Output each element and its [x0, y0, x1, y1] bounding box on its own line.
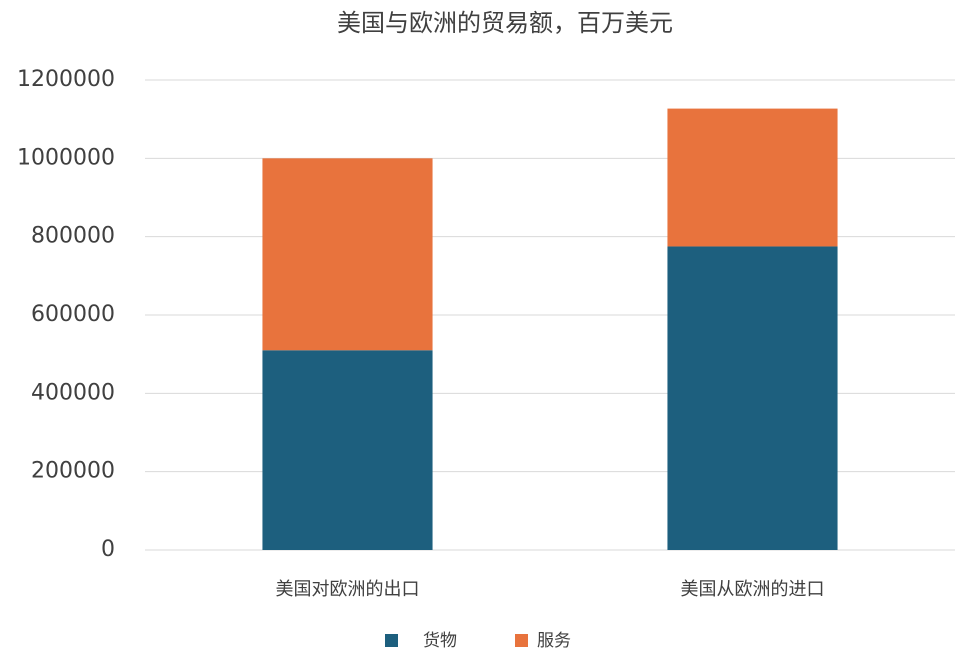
- chart-title: 美国与欧洲的贸易额，百万美元: [337, 9, 673, 37]
- legend-swatch: [515, 634, 528, 647]
- x-tick-label: 美国从欧洲的进口: [681, 579, 825, 600]
- bar-segment: [262, 350, 433, 550]
- x-tick-label: 美国对欧洲的出口: [276, 579, 420, 600]
- legend-swatch: [385, 634, 398, 647]
- legend-label: 服务: [537, 631, 571, 651]
- y-tick-label: 0: [101, 537, 115, 562]
- y-tick-label: 400000: [31, 380, 115, 405]
- bar-segment: [667, 246, 838, 551]
- legend-label: 货物: [423, 631, 457, 651]
- y-tick-label: 600000: [31, 302, 115, 327]
- y-tick-label: 200000: [31, 459, 115, 484]
- y-tick-label: 1200000: [17, 67, 115, 92]
- bar-segment: [262, 158, 433, 351]
- bar-segment: [667, 108, 838, 247]
- y-tick-label: 1000000: [17, 145, 115, 170]
- y-tick-label: 800000: [31, 224, 115, 249]
